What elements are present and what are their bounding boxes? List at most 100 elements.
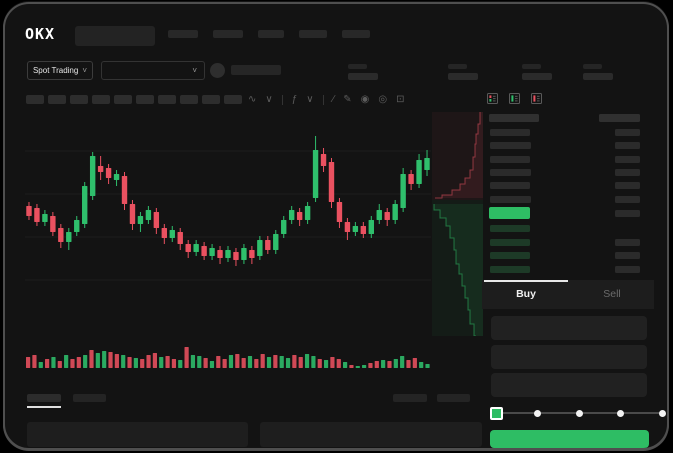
- timeframe-button-4[interactable]: [92, 95, 110, 104]
- toolbar-divider: [281, 94, 283, 105]
- tab-buy[interactable]: Buy: [516, 288, 536, 300]
- orders-box-2: [260, 422, 482, 447]
- toolbar-divider: [322, 94, 324, 105]
- active-tab-underline: [484, 280, 568, 282]
- last-amount-placeholder: [615, 210, 640, 217]
- ask-amount-placeholder: [615, 142, 640, 149]
- chart-style-icon[interactable]: ∿: [248, 93, 257, 105]
- camera-icon[interactable]: ◉: [360, 93, 370, 105]
- timeframe-bar: [26, 95, 242, 104]
- right-panel: Buy Sell: [478, 87, 666, 448]
- ask-price-placeholder[interactable]: [490, 196, 531, 203]
- stat-label-placeholder: [583, 64, 602, 69]
- stat-value-placeholder: [448, 73, 478, 80]
- slider-point-100pct[interactable]: [658, 409, 666, 417]
- bid-price-placeholder[interactable]: [490, 266, 530, 273]
- total-field[interactable]: [491, 373, 647, 397]
- stat-group-2: [448, 64, 480, 82]
- nav-item-placeholder-4[interactable]: [299, 30, 327, 38]
- market-type-label: Spot Trading: [32, 66, 79, 75]
- indicator-chevron-icon[interactable]: ∨: [306, 93, 314, 105]
- bottom-action-1[interactable]: [393, 394, 427, 402]
- last-price-highlight[interactable]: [489, 207, 530, 219]
- slider-handle[interactable]: [489, 406, 503, 420]
- timeframe-button-3[interactable]: [70, 95, 88, 104]
- bid-amount-placeholder: [615, 266, 640, 273]
- stat-group-4: [583, 64, 615, 82]
- slider-point-50pct[interactable]: [575, 409, 583, 417]
- slider-point-75pct[interactable]: [617, 409, 624, 417]
- combined-book-icon[interactable]: [487, 91, 498, 104]
- bottom-panel: [25, 390, 483, 448]
- bid-price-placeholder[interactable]: [490, 225, 530, 232]
- bottom-tab-history[interactable]: [73, 394, 106, 402]
- stat-group-3: [522, 64, 554, 82]
- bid-price-placeholder[interactable]: [490, 252, 530, 259]
- price-field[interactable]: [491, 316, 647, 340]
- chart-style-chevron-icon[interactable]: ∨: [265, 93, 273, 105]
- ask-amount-placeholder: [615, 182, 640, 189]
- bids-book-icon[interactable]: [509, 91, 520, 104]
- chevron-down-icon: ˅: [192, 65, 197, 75]
- ask-amount-placeholder: [615, 156, 640, 163]
- timeframe-button-1[interactable]: [26, 95, 44, 104]
- ask-price-placeholder[interactable]: [490, 182, 530, 189]
- bid-amount-placeholder: [615, 252, 640, 259]
- orders-box-1: [27, 422, 248, 447]
- market-type-selector[interactable]: Spot Trading ˅: [27, 61, 93, 80]
- stat-value-placeholder: [522, 73, 552, 80]
- nav-item-placeholder-5[interactable]: [342, 30, 370, 38]
- ask-amount-placeholder: [615, 196, 640, 203]
- coin-avatar: [210, 63, 225, 78]
- bottom-tab-underline: [27, 406, 61, 408]
- ask-price-placeholder[interactable]: [490, 129, 530, 136]
- candlestick-chart[interactable]: [25, 112, 431, 336]
- timeframe-button-10[interactable]: [224, 95, 242, 104]
- ticker-stats: [5, 64, 667, 82]
- buy-submit-button[interactable]: [490, 430, 649, 448]
- timeframe-button-6[interactable]: [136, 95, 154, 104]
- ask-price-placeholder[interactable]: [490, 169, 531, 176]
- ask-amount-placeholder: [615, 129, 640, 136]
- fullscreen-icon[interactable]: ⊡: [396, 93, 405, 105]
- brush-icon[interactable]: ✎: [343, 93, 352, 105]
- ask-price-placeholder[interactable]: [490, 142, 531, 149]
- nav-item-placeholder-1[interactable]: [168, 30, 198, 38]
- pair-name-placeholder: [231, 65, 281, 75]
- timeframe-button-7[interactable]: [158, 95, 176, 104]
- bottom-action-2[interactable]: [437, 394, 470, 402]
- ask-amount-placeholder: [615, 169, 640, 176]
- device-frame: OKX Spot Trading ˅ ˅ ∿ ∨ ƒ ∨ ∕ ✎ ◉ ◎ ⊡ Buy Se: [3, 2, 669, 450]
- chart-tools: ∿ ∨ ƒ ∨ ∕ ✎ ◉ ◎ ⊡: [248, 93, 405, 106]
- pair-selector[interactable]: ˅: [101, 61, 205, 80]
- nav-item-placeholder-2[interactable]: [213, 30, 243, 38]
- tab-sell[interactable]: Sell: [603, 288, 621, 300]
- volume-chart: [26, 347, 430, 368]
- nav-item-placeholder-3[interactable]: [258, 30, 284, 38]
- stat-value-placeholder: [348, 73, 378, 80]
- slider-point-25pct[interactable]: [534, 409, 541, 417]
- stat-value-placeholder: [583, 73, 613, 80]
- top-nav: [168, 30, 370, 38]
- asks-book-icon[interactable]: [531, 91, 542, 104]
- stat-group-1: [348, 64, 380, 82]
- settings-icon[interactable]: ◎: [378, 93, 388, 105]
- trendline-icon[interactable]: ∕: [332, 93, 335, 105]
- indicator-icon[interactable]: ƒ: [291, 93, 298, 105]
- timeframe-button-5[interactable]: [114, 95, 132, 104]
- stat-label-placeholder: [348, 64, 367, 69]
- ask-header-placeholder: [489, 114, 539, 122]
- okx-logo: OKX: [25, 25, 56, 43]
- bottom-tab-open-orders[interactable]: [27, 394, 61, 402]
- bid-price-placeholder[interactable]: [490, 239, 530, 246]
- timeframe-button-9[interactable]: [202, 95, 220, 104]
- trade-tabs: Buy Sell: [482, 280, 654, 309]
- timeframe-button-8[interactable]: [180, 95, 198, 104]
- ask-price-placeholder[interactable]: [490, 156, 530, 163]
- timeframe-button-2[interactable]: [48, 95, 66, 104]
- amount-field[interactable]: [491, 345, 647, 369]
- slider-points: [478, 87, 666, 448]
- orderbook-view-toggles: [487, 91, 542, 104]
- search-input[interactable]: [75, 26, 155, 46]
- depth-chart: [432, 112, 483, 336]
